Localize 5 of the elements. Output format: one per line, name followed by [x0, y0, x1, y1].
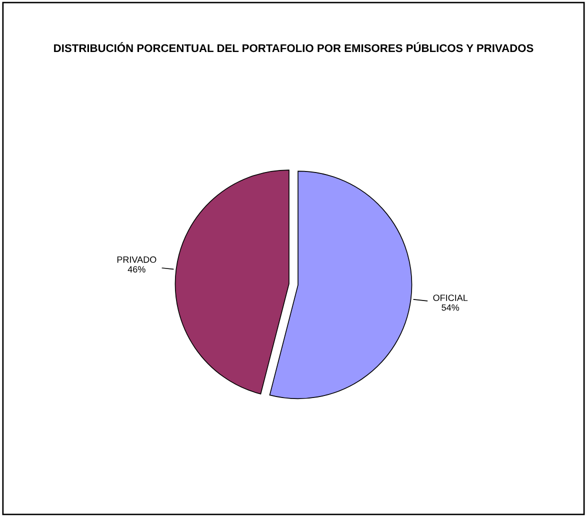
slice-label: OFICIAL: [433, 294, 468, 302]
chart-title: DISTRIBUCIÓN PORCENTUAL DEL PORTAFOLIO POR EMISORES PÚBLICOS Y PRIVADOS: [54, 42, 534, 52]
data-label: 54%: [442, 304, 460, 311]
data-label: 46%: [128, 266, 146, 273]
slice-label: PRIVADO: [117, 256, 156, 263]
